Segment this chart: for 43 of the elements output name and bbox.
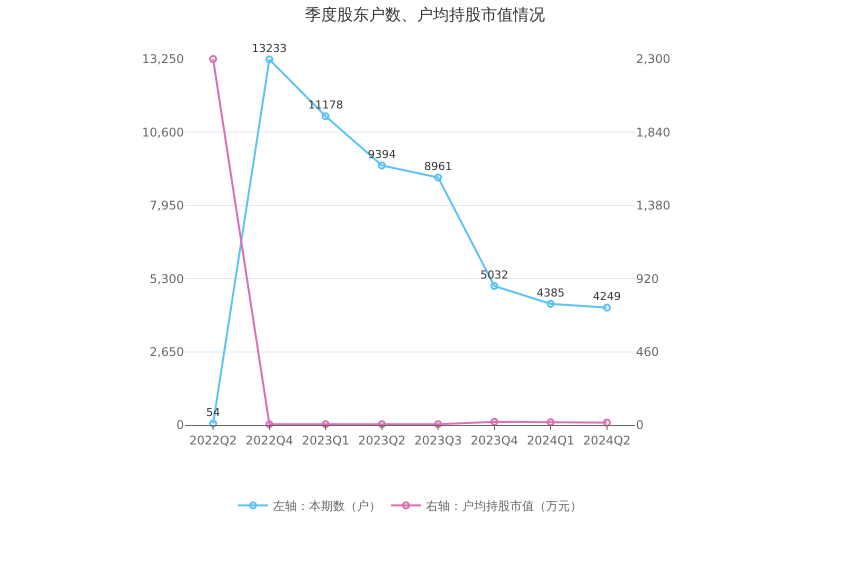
point [378,420,386,428]
point [209,55,218,63]
x-tick-label: 2024Q1 [526,433,574,448]
y-tick-label: 10,600 [142,125,184,140]
point [209,420,218,428]
point [434,173,442,182]
x-tick-label: 2023Q4 [470,433,518,448]
data-label: 4385 [536,286,565,300]
point [546,300,555,308]
point [602,418,611,427]
point [378,162,386,170]
x-tick-label: 2022Q4 [246,433,294,448]
x-tick-label: 2022Q2 [189,433,237,448]
point [602,304,611,312]
y-tick-label: 0 [176,418,184,432]
legend-label: 右轴：户均持股市值（万元） [426,499,582,514]
x-tick-label: 2024Q2 [583,433,631,448]
data-label: 4249 [592,290,621,304]
y-tick-label: 13,250 [142,52,184,66]
legend-label: 左轴：本期数（户） [273,499,381,514]
y-tick-label: 7,950 [150,198,184,213]
point [265,420,274,428]
x-tick-label: 2023Q3 [414,433,462,448]
y2-tick-label: 0 [636,418,644,432]
point [434,420,442,428]
x-tick-label: 2023Q1 [302,433,350,448]
data-label: 8961 [424,160,452,173]
y2-tick-label: 460 [636,345,659,359]
y2-tick-label: 920 [636,272,659,286]
point [490,282,498,290]
y-tick-label: 2,650 [150,345,184,359]
point [322,420,330,428]
chart-title: 季度股东户数、户均持股市值情况 [305,4,545,24]
point [322,112,330,120]
y2-tick-label: 2,300 [636,52,670,66]
y2-tick-label: 1,380 [636,198,670,213]
point [546,418,555,426]
point [265,55,274,64]
y-tick-label: 5,300 [150,272,184,286]
y2-tick-label: 1,840 [636,125,670,140]
point [490,418,498,426]
data-label: 13233 [252,42,287,55]
x-tick-label: 2023Q2 [358,433,406,448]
